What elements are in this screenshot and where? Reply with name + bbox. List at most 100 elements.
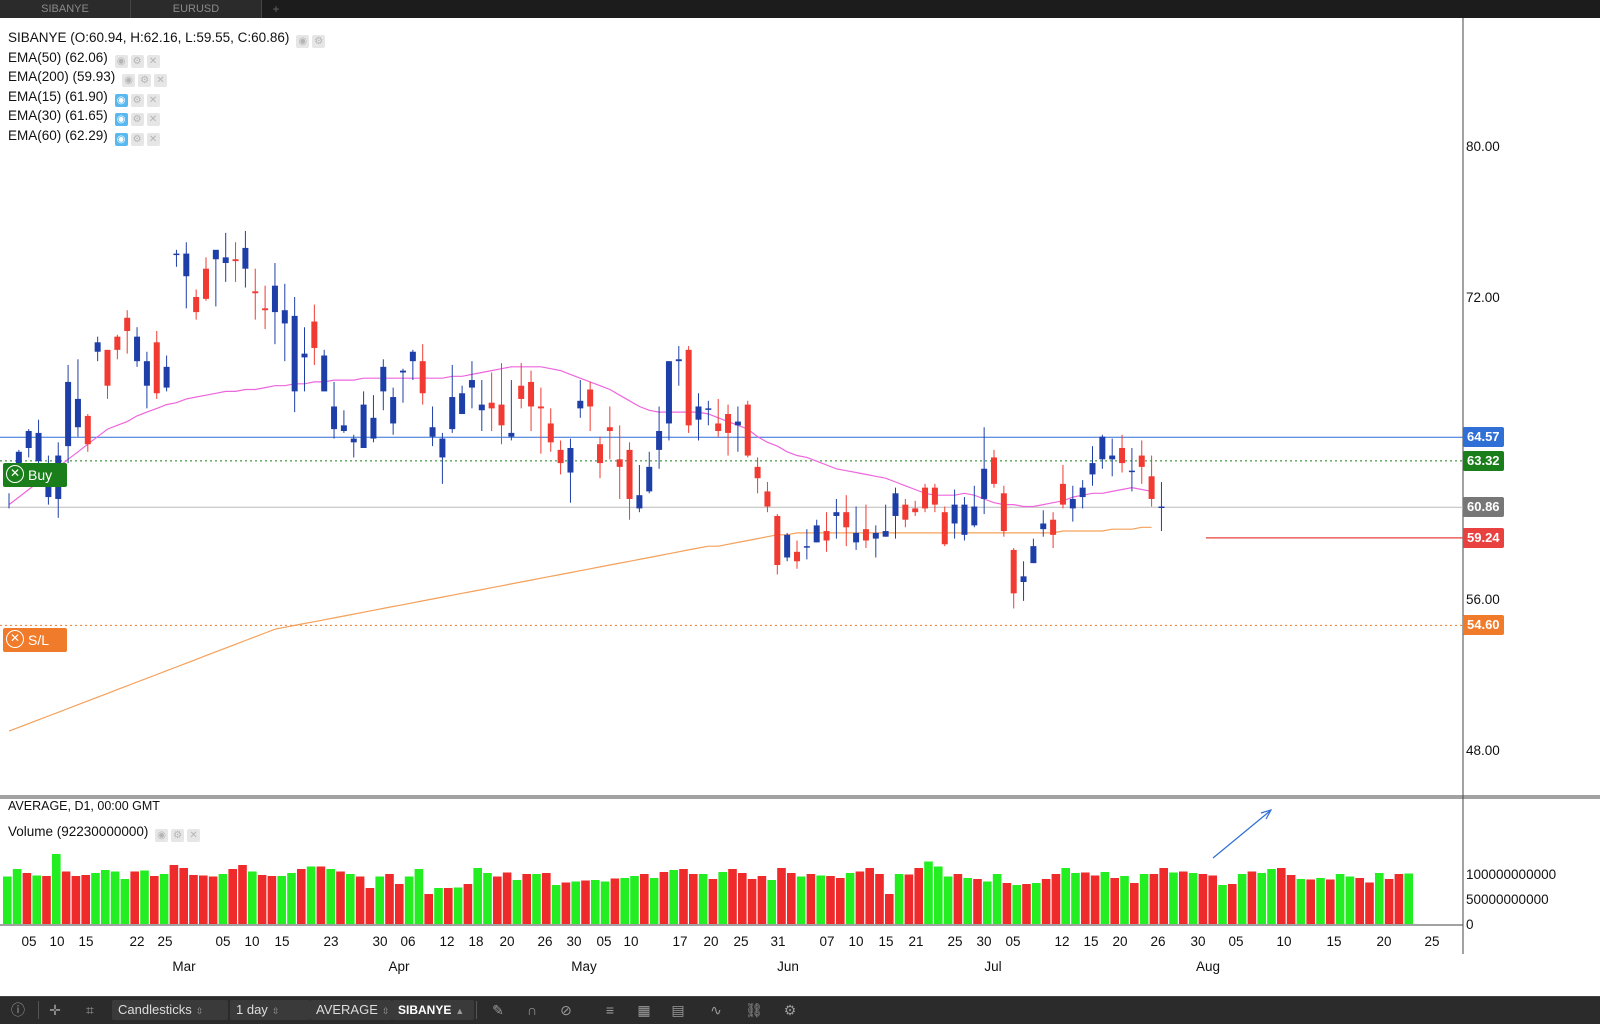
visibility-icon[interactable]: ◉	[114, 132, 128, 146]
settings-icon[interactable]: ⚙	[130, 113, 144, 127]
volume-bar	[1110, 878, 1119, 924]
add-tab-button[interactable]: +	[272, 2, 280, 16]
candle-body	[242, 247, 249, 269]
cancel-order-icon[interactable]: ✕	[6, 465, 24, 483]
candle-body	[281, 310, 288, 324]
candle	[577, 380, 584, 418]
candle-body	[803, 546, 810, 548]
volume-bar	[404, 876, 414, 924]
price-tick-label: 48.00	[1466, 743, 1500, 758]
candle	[823, 512, 830, 552]
candle-body	[784, 534, 791, 558]
volume-bar	[1051, 874, 1061, 924]
volume-bar	[3, 876, 12, 924]
settings-icon[interactable]: ⚙	[138, 74, 152, 88]
chart-type-select[interactable]: Candlesticks ⇳	[112, 1000, 228, 1020]
visibility-icon[interactable]: ◉	[114, 113, 128, 127]
chart-type-value: Candlesticks	[118, 1002, 192, 1017]
candle	[242, 230, 249, 288]
candle-body	[35, 432, 42, 462]
volume-bar	[1237, 874, 1247, 924]
volume-bar	[1316, 878, 1325, 924]
price-type-select[interactable]: AVERAGE ⇳	[310, 1000, 392, 1020]
link-icon[interactable]: ⛓	[745, 1002, 763, 1018]
stop-loss-marker[interactable]: ✕ S/L	[3, 628, 67, 652]
volume-bar	[1071, 873, 1080, 924]
visibility-icon[interactable]: ◉	[122, 74, 136, 88]
candle-body	[1158, 506, 1165, 509]
candle	[301, 327, 308, 392]
chart-area[interactable]: 80.00 72.00 56.00 48.00 100000000000 50000000…	[0, 18, 1600, 996]
volume-bar	[346, 874, 355, 924]
close-icon[interactable]: ✕	[154, 74, 168, 88]
candle-body	[1000, 493, 1007, 532]
visibility-icon[interactable]: ◉	[155, 829, 169, 842]
magnet-icon[interactable]: ∩	[526, 1002, 538, 1018]
x-day-label: 26	[1150, 934, 1165, 949]
price-type-value: AVERAGE	[316, 1002, 378, 1017]
settings-icon[interactable]: ⚙	[312, 35, 326, 48]
crosshair-icon[interactable]: ✛	[49, 1002, 61, 1018]
settings-icon[interactable]: ⚙	[130, 132, 144, 146]
price-chart-svg[interactable]: 80.00 72.00 56.00 48.00 100000000000 50000000…	[0, 18, 1600, 996]
candle-body	[636, 495, 643, 509]
sl-label: S/L	[28, 632, 50, 648]
symbol-select[interactable]: SIBANYE ▲	[392, 1000, 474, 1020]
settings-icon[interactable]: ⚙	[171, 829, 185, 842]
candle-body	[567, 448, 574, 473]
buy-order-marker[interactable]: ✕ Buy	[3, 463, 67, 487]
visibility-icon[interactable]: ◉	[114, 93, 128, 107]
fibonacci-icon[interactable]: ≡	[605, 1002, 615, 1018]
volume-bar	[1267, 869, 1276, 924]
hide-drawings-icon[interactable]: ⊘	[560, 1002, 572, 1018]
candle	[606, 406, 613, 460]
close-icon[interactable]: ✕	[146, 132, 160, 146]
candle	[981, 427, 988, 515]
candle	[518, 363, 525, 409]
volume-bar	[836, 878, 845, 924]
volume-bar	[512, 880, 522, 924]
candle-body	[1119, 448, 1126, 464]
volume-bar	[610, 878, 620, 924]
candle	[1069, 485, 1076, 522]
close-icon[interactable]: ✕	[146, 93, 160, 107]
select-arrow-icon: ⇳	[195, 1006, 204, 1016]
price-tick-label: 80.00	[1466, 139, 1500, 154]
candle	[537, 387, 544, 454]
grid-icon[interactable]: ▦	[637, 1002, 651, 1018]
candle	[429, 406, 436, 447]
volume-bar	[1032, 883, 1041, 924]
trend-icon[interactable]: ∿	[710, 1002, 722, 1018]
candle-body	[823, 531, 830, 541]
volume-bar	[1002, 883, 1012, 924]
templates-icon[interactable]: ▤	[671, 1002, 685, 1018]
price-tick-label: 72.00	[1466, 290, 1500, 305]
tab-eurusd[interactable]: EURUSD	[131, 0, 262, 18]
settings-icon[interactable]: ⚙	[130, 54, 144, 68]
close-icon[interactable]: ✕	[146, 54, 160, 68]
volume-bar	[257, 875, 267, 924]
candle-body	[872, 532, 879, 539]
close-icon[interactable]: ✕	[187, 829, 201, 842]
crop-icon[interactable]: ⌗	[86, 1002, 94, 1018]
cancel-stop-loss-icon[interactable]: ✕	[6, 630, 24, 648]
candle-body	[390, 397, 397, 424]
price-tag: 64.57	[1463, 427, 1504, 448]
gear-icon[interactable]: ⚙	[783, 1002, 797, 1018]
candle-body	[991, 457, 997, 484]
candle-body	[271, 285, 278, 313]
candle	[902, 498, 909, 528]
candle-body	[1148, 476, 1155, 499]
tab-sibanye[interactable]: SIBANYE	[0, 0, 131, 18]
volume-bar	[1159, 868, 1168, 924]
visibility-icon[interactable]: ◉	[296, 35, 310, 48]
candle	[941, 506, 948, 547]
settings-icon[interactable]: ⚙	[130, 93, 144, 107]
close-icon[interactable]: ✕	[146, 113, 160, 127]
volume-bar	[630, 876, 639, 924]
timeframe-select[interactable]: 1 day ⇳	[230, 1000, 310, 1020]
pen-icon[interactable]: ✎	[492, 1002, 504, 1018]
candle	[833, 498, 840, 539]
visibility-icon[interactable]: ◉	[114, 54, 128, 68]
info-icon[interactable]: ⓘ	[11, 1002, 25, 1018]
